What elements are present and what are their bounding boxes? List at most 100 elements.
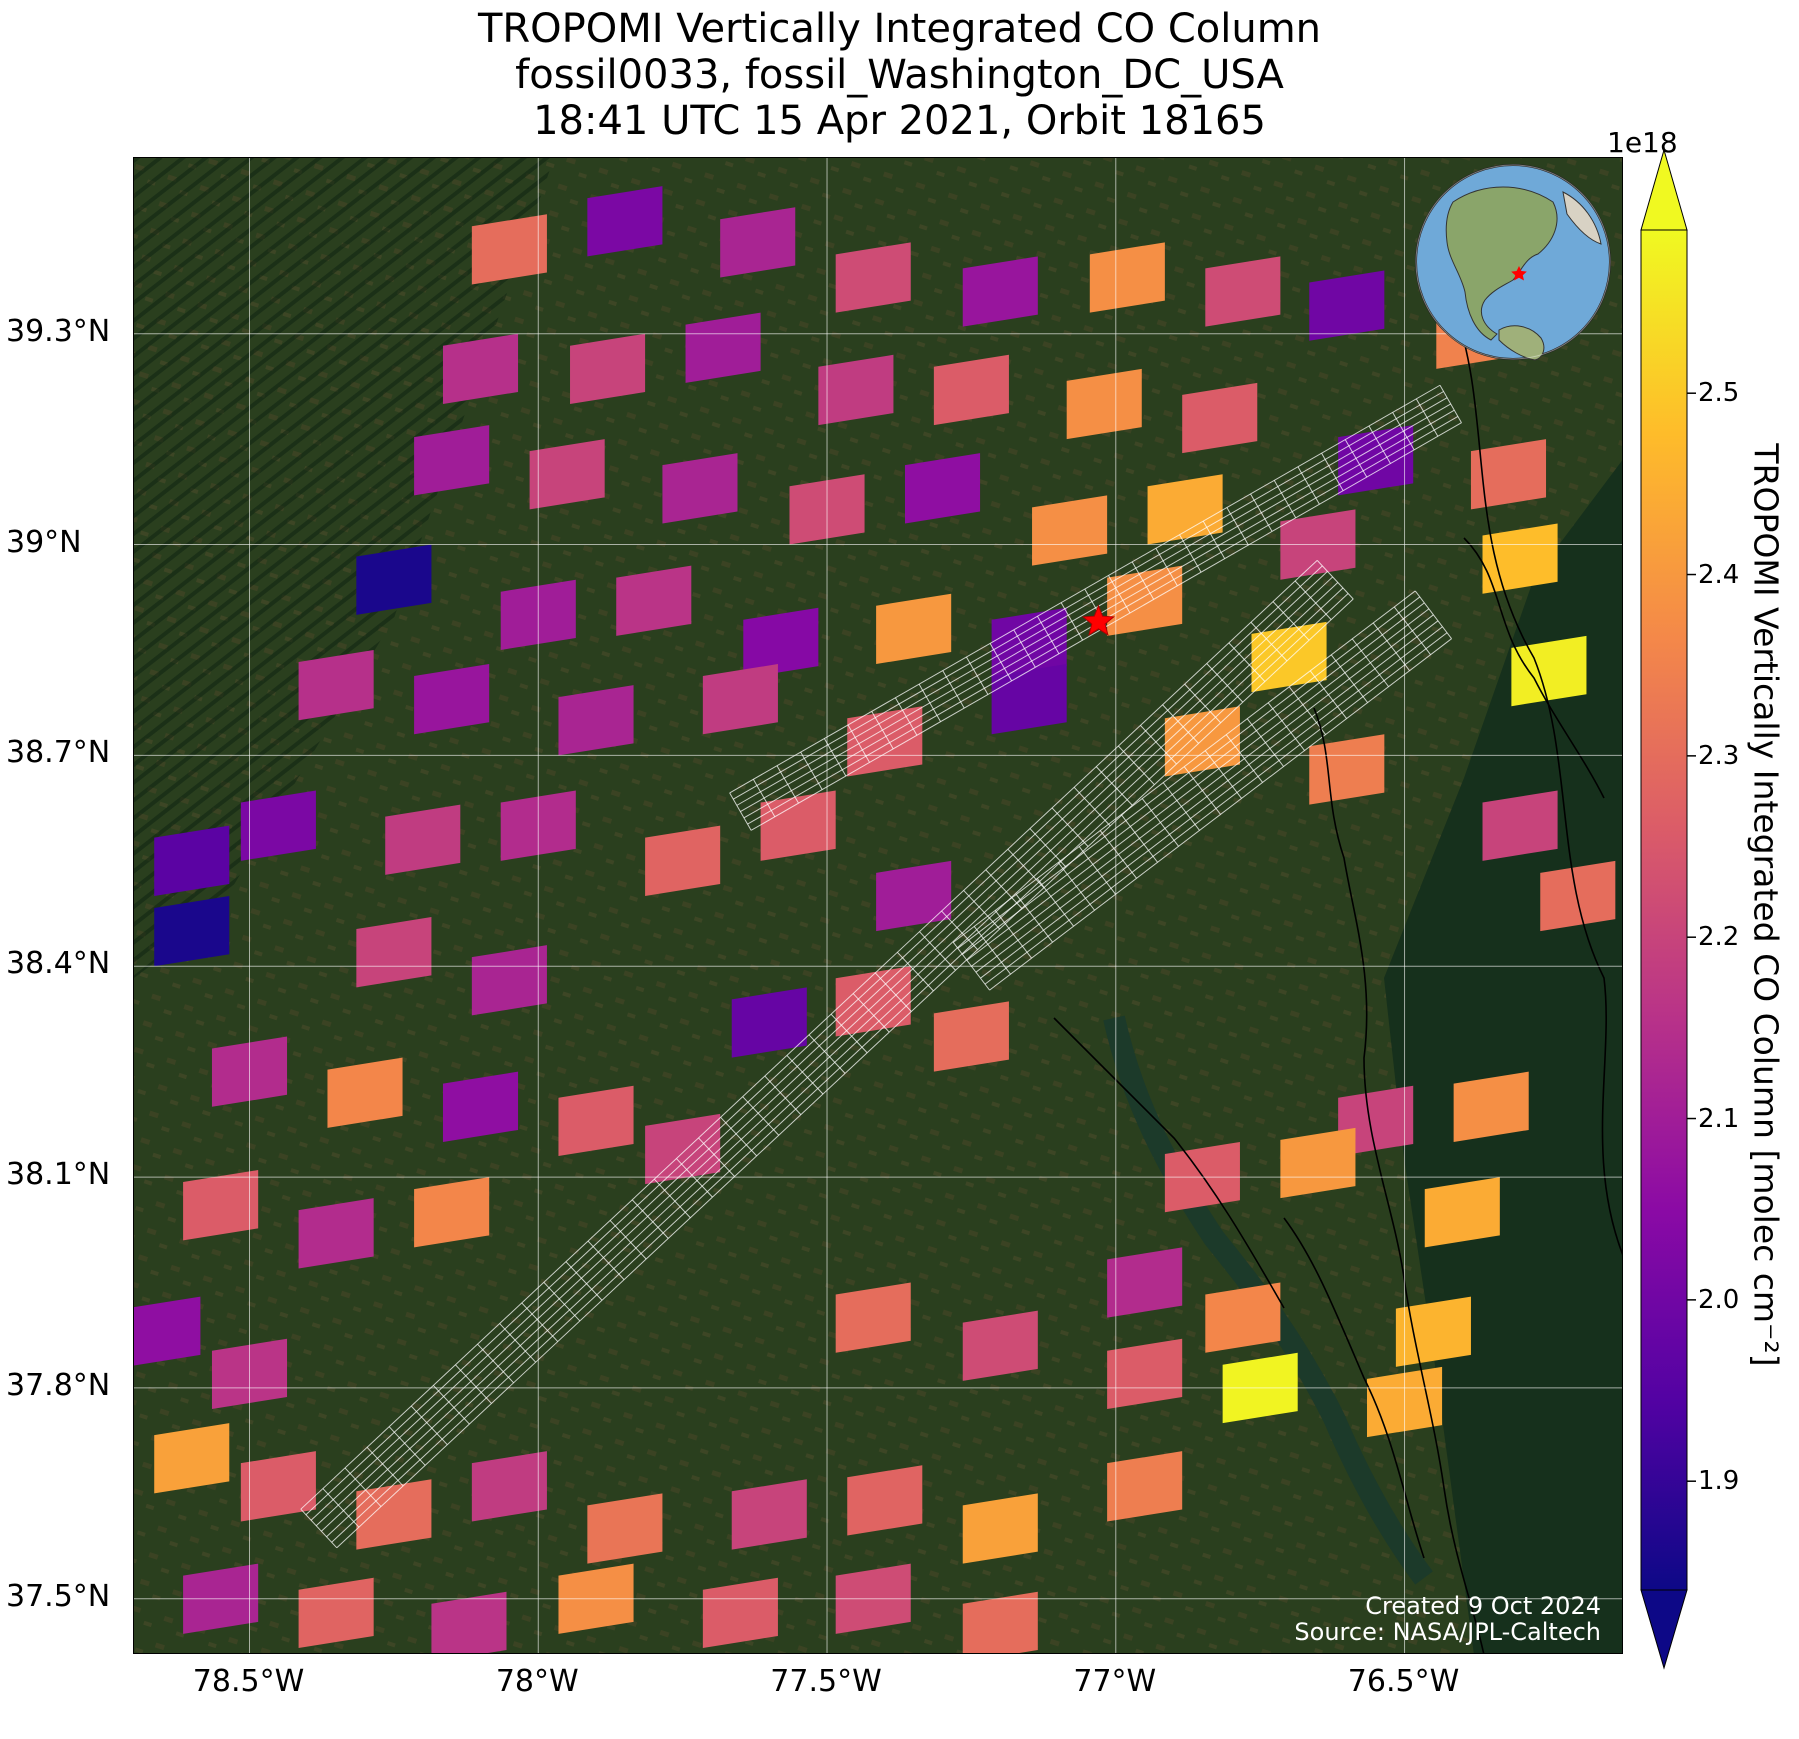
colorbar-label: TROPOMI Vertically Integrated CO Column … xyxy=(1746,443,1786,1367)
co-pixel xyxy=(904,453,981,524)
co-pixel xyxy=(1066,368,1142,440)
footprint-line xyxy=(1140,725,1177,765)
footprint-line xyxy=(698,1137,735,1177)
footprint-line xyxy=(975,620,1439,973)
footprint-line xyxy=(310,571,1328,1521)
footprint-line xyxy=(742,1096,780,1136)
footprint-line xyxy=(989,638,1452,991)
footprint-line xyxy=(963,890,1001,930)
co-pixel xyxy=(1107,1247,1183,1318)
footprint-line xyxy=(300,1508,338,1549)
footprint-line xyxy=(736,397,1448,806)
co-pixel xyxy=(1164,706,1240,777)
footprint-line xyxy=(1206,663,1244,703)
footprint-line xyxy=(1272,601,1310,641)
coastline-outline xyxy=(1053,307,1622,1653)
footprint-line xyxy=(565,1261,603,1301)
co-pixel xyxy=(1107,1338,1183,1410)
map-title-line-3: 18:41 UTC 15 Apr 2021, Orbit 18165 xyxy=(533,98,1266,144)
footprint-line xyxy=(1007,848,1045,889)
footprint-line xyxy=(980,626,1443,979)
colorbar-tick-label: 1.9 xyxy=(1698,1466,1740,1497)
footprint-line xyxy=(962,602,1425,955)
footprint-line xyxy=(985,869,1023,909)
co-pixel xyxy=(183,1170,259,1241)
co-pixel xyxy=(298,1198,374,1269)
colorbar-extend-bottom xyxy=(1640,1589,1688,1670)
colorbar-tick-marks xyxy=(1687,392,1696,1482)
co-pixel xyxy=(1107,565,1183,636)
footprint-line xyxy=(1095,766,1133,806)
co-pixel xyxy=(471,945,547,1016)
footprint-line xyxy=(410,1405,448,1446)
footprint-line xyxy=(321,582,1339,1532)
co-pixel xyxy=(240,790,316,861)
co-pixel xyxy=(587,1493,663,1564)
co-pixel xyxy=(847,1465,923,1536)
footprint-line xyxy=(966,608,1430,961)
colorbar-extend-top xyxy=(1640,150,1688,231)
co-pixel xyxy=(933,354,1009,426)
map-canvas[interactable] xyxy=(134,158,1623,1654)
co-pixel xyxy=(876,860,952,932)
longitude-tick-label: 76.5°W xyxy=(1347,1664,1460,1699)
footprint-line xyxy=(631,1199,669,1239)
footprint-line xyxy=(609,1220,647,1260)
co-pixel xyxy=(1424,1177,1500,1248)
longitude-tick-label: 77°W xyxy=(1073,1664,1157,1699)
co-pixel xyxy=(1309,734,1385,805)
footprint-line xyxy=(729,384,1441,794)
co-pixel xyxy=(702,1577,778,1648)
co-pixel xyxy=(356,917,432,988)
co-pixel xyxy=(431,1591,507,1653)
co-pixel xyxy=(414,1177,490,1248)
co-pixel xyxy=(558,1085,634,1156)
colorbar-exponent: 1e18 xyxy=(1607,126,1678,159)
co-pixel xyxy=(818,354,894,426)
colorbar-tick-label: 2.5 xyxy=(1698,378,1740,409)
footprint-line xyxy=(322,1488,360,1528)
footprint-line xyxy=(750,422,1462,831)
colorbar-gradient xyxy=(1640,229,1688,1591)
footprint-line xyxy=(543,1281,581,1322)
co-pixel xyxy=(1338,425,1414,496)
co-pixel xyxy=(1338,1085,1414,1156)
footprint-line xyxy=(433,1385,470,1425)
colorbar xyxy=(1640,150,1696,1670)
co-pixel xyxy=(1482,790,1558,861)
footprint-line xyxy=(388,1426,426,1466)
footprint-line xyxy=(874,972,912,1012)
footprint-line xyxy=(587,1240,625,1280)
latitude-tick-label: 37.5°N xyxy=(6,1578,111,1614)
longitude-tick-label: 78.5°W xyxy=(192,1664,305,1699)
red-star-icon xyxy=(1511,266,1527,281)
footprint-line xyxy=(941,910,978,950)
footprint-line xyxy=(331,593,1349,1543)
footprint-line xyxy=(764,1075,802,1115)
map-title-line-2: fossil0033, fossil_Washington_DC_USA xyxy=(515,52,1284,98)
footprint-line xyxy=(305,565,1323,1516)
colorbar-tick-label: 2.4 xyxy=(1698,559,1740,590)
footprint-line xyxy=(499,1323,537,1363)
footprint-line xyxy=(653,1178,691,1219)
co-pixel xyxy=(442,333,519,404)
co-pixel xyxy=(1280,1127,1356,1199)
co-pixel xyxy=(327,1057,403,1128)
map-panel[interactable] xyxy=(133,157,1623,1654)
co-pixel xyxy=(134,1296,201,1366)
globe-icon xyxy=(1415,164,1611,361)
co-pixel xyxy=(876,593,952,665)
co-pixel xyxy=(962,1310,1038,1381)
co-pixel xyxy=(962,1591,1038,1653)
footprint-line xyxy=(315,576,1334,1527)
co-pixel xyxy=(933,1001,1009,1072)
latitude-tick-label: 39.3°N xyxy=(6,313,111,349)
co-pixel xyxy=(1482,523,1558,594)
co-pixel xyxy=(1089,242,1165,313)
co-pixel xyxy=(442,1071,519,1142)
footprint-line xyxy=(852,993,890,1033)
co-pixel xyxy=(685,312,761,383)
co-pixel xyxy=(720,207,796,278)
latitude-tick-label: 38.7°N xyxy=(6,735,111,771)
co-pixel xyxy=(702,664,778,735)
